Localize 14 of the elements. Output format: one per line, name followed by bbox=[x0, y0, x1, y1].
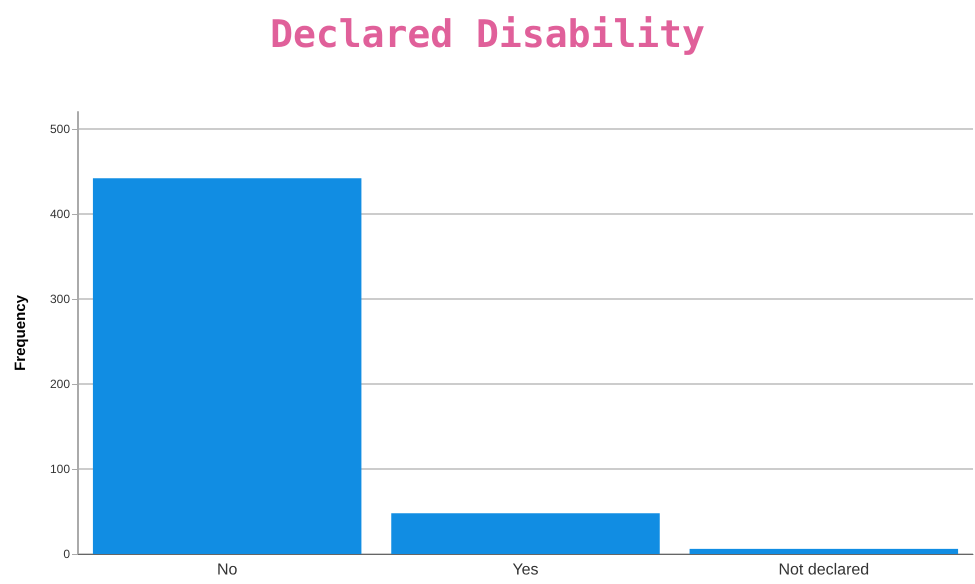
y-tick-label: 500 bbox=[50, 122, 70, 136]
x-tick-label: Yes bbox=[512, 562, 539, 578]
y-axis-title: Frequency bbox=[12, 294, 29, 371]
x-tick-label: No bbox=[216, 562, 238, 578]
x-tick-label: Not declared bbox=[778, 562, 870, 578]
y-tick-label: 300 bbox=[50, 292, 70, 306]
y-tick-label: 200 bbox=[50, 377, 70, 391]
chart-title: Declared Disability bbox=[270, 12, 705, 56]
y-tick-label: 0 bbox=[63, 547, 70, 561]
bar bbox=[92, 178, 362, 554]
bar bbox=[391, 513, 660, 554]
bar bbox=[690, 548, 958, 554]
y-tick-label: 400 bbox=[50, 207, 70, 221]
y-tick-label: 100 bbox=[50, 462, 70, 476]
